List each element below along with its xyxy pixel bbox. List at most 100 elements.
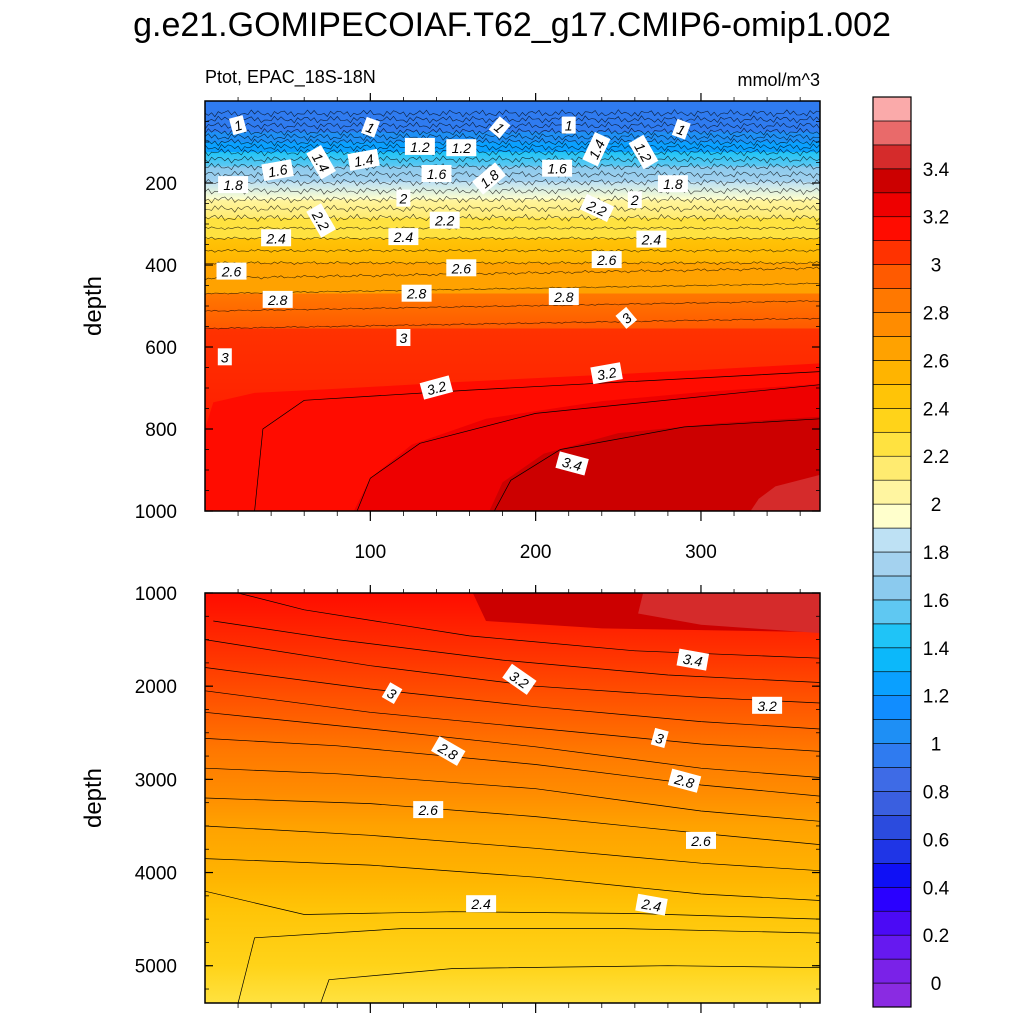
upper-axis-ticks: 200 400 600 800 1000 100 200 300 [135, 93, 820, 563]
colorbar-swatch [872, 958, 912, 984]
upper-contour-label-box [627, 191, 642, 209]
lower-contour-line-13 [320, 965, 820, 1003]
colorbar-swatch [872, 982, 912, 1008]
upper-contour-label-text: 2.8 [406, 286, 427, 302]
upper-contour-line-11 [205, 177, 820, 187]
lower-contour-label-box [650, 727, 669, 748]
lower-ytick-label: 1000 [135, 584, 177, 605]
upper-contour-label-box [555, 451, 589, 476]
upper-contour-label: 1.8 [218, 176, 249, 194]
upper-contour-label-text: 3.4 [561, 454, 584, 475]
colorbar-swatch [872, 192, 912, 218]
lower-contour-label-box [686, 831, 716, 849]
lower-contour-line-3 [205, 667, 820, 730]
upper-contour-label-text: 1.8 [663, 176, 683, 192]
upper-contour-label: 2.6 [216, 262, 247, 280]
colorbar-swatch [872, 144, 912, 170]
colorbar-tick-label: 1.6 [923, 591, 949, 612]
upper-contour-labels: 1 11.2 1.21 11.4 1.211.4 1.41.6 1.6 1.61.8 1.8 1.… [216, 115, 691, 476]
upper-ytick-label: 600 [145, 338, 177, 359]
colorbar-tick-label: 2.2 [923, 447, 949, 468]
colorbar-tick-label: 3.2 [923, 208, 949, 229]
colorbar-swatch [872, 336, 912, 361]
upper-contour-label-box [360, 116, 380, 138]
upper-contour-label: 3 [396, 329, 411, 346]
lower-contour-label: 3.2 [752, 696, 783, 714]
upper-contour-label: 3.2 [590, 362, 623, 385]
upper-contour-label-box [421, 165, 452, 182]
upper-contour-label: 1 [488, 116, 511, 139]
lower-region-1 [638, 593, 820, 634]
upper-contour-label: 2.4 [261, 229, 292, 247]
upper-contour-label-box [216, 262, 247, 280]
upper-contour-label: 1 [360, 116, 380, 138]
upper-xtick-label: 200 [520, 542, 552, 563]
upper-contour-line-18 [205, 248, 820, 253]
upper-contour-label-box [591, 251, 622, 269]
colorbar-swatch [872, 863, 912, 888]
upper-contour-label: 1.8 [657, 175, 688, 193]
upper-contour-label-box [229, 115, 247, 136]
upper-contour-label-box [636, 230, 667, 248]
upper-contour-label-box [446, 259, 477, 277]
upper-contour-label-text: 1.2 [452, 140, 472, 156]
upper-contour-label: 1.2 [446, 139, 477, 157]
colorbar-swatch [872, 288, 912, 313]
upper-contour-line-20 [205, 266, 820, 281]
upper-contour-label-box [262, 290, 293, 308]
upper-contour-line-13 [205, 195, 820, 204]
lower-contour-line-6 [205, 738, 820, 797]
lower-ytick-label: 4000 [135, 864, 177, 885]
colorbar-tick-label: 0.6 [923, 830, 949, 851]
colorbar-swatch [872, 599, 912, 625]
lower-contour-line-11 [205, 890, 820, 920]
upper-contour-label: 2.8 [401, 284, 432, 302]
upper-contour-label-text: 2.8 [267, 292, 288, 308]
lower-contour-line-12 [237, 928, 820, 1003]
upper-contour-label: 2.2 [579, 193, 615, 222]
colorbar-swatch [872, 96, 912, 122]
lower-contour-label-box [413, 801, 444, 819]
upper-contour-label-box [561, 116, 576, 134]
colorbar-swatch [872, 431, 912, 457]
upper-field-fill [205, 101, 820, 511]
upper-contour-label-box [396, 189, 411, 207]
upper-contour-label: 2.4 [388, 228, 419, 246]
upper-contour-line-23 [205, 317, 820, 330]
upper-contour-label-box [388, 228, 419, 246]
colorbar-swatch [872, 360, 912, 385]
upper-contour-line-7 [205, 148, 820, 157]
colorbar-swatch [872, 216, 912, 241]
upper-contour-line-1 [205, 115, 820, 124]
upper-contour-line-22 [205, 300, 820, 312]
colorbar-swatch [872, 312, 912, 337]
colorbar-swatch [872, 886, 912, 912]
colorbar-swatch [872, 455, 912, 481]
lower-contour-label-text: 2.4 [639, 895, 662, 914]
upper-contour-label: 2.2 [429, 211, 460, 229]
upper-contour-line-12 [205, 186, 820, 196]
upper-contour-label: 2 [627, 191, 642, 209]
lower-contour-line-8 [205, 797, 820, 845]
colorbar-swatch [872, 695, 912, 720]
upper-contour-label-text: 2.6 [451, 260, 472, 276]
colorbar-swatch [872, 408, 912, 433]
colorbar-swatch [872, 839, 912, 864]
colorbar-tick-label: 2.4 [923, 399, 950, 420]
lower-ytick-label: 2000 [135, 677, 177, 698]
upper-contour-line-14 [205, 204, 820, 213]
upper-contour-label-box [261, 159, 294, 182]
upper-contour-label: 1.4 [347, 148, 380, 171]
upper-contour-label-box [628, 134, 659, 170]
upper-contour-line-4 [205, 132, 820, 142]
upper-contour-line-17 [205, 236, 820, 241]
lower-contour-label: 3.2 [502, 663, 537, 695]
upper-region-3 [750, 474, 820, 511]
colorbar-tick-label: 0.2 [923, 926, 949, 947]
lower-contour-label-box [676, 648, 710, 671]
upper-contour-label-text: 1 [232, 117, 244, 134]
colorbar-swatch [872, 815, 912, 840]
lower-contour-label: 2.6 [413, 801, 444, 819]
upper-contour-label-text: 1.6 [427, 166, 447, 182]
lower-contour-label-box [635, 893, 668, 916]
